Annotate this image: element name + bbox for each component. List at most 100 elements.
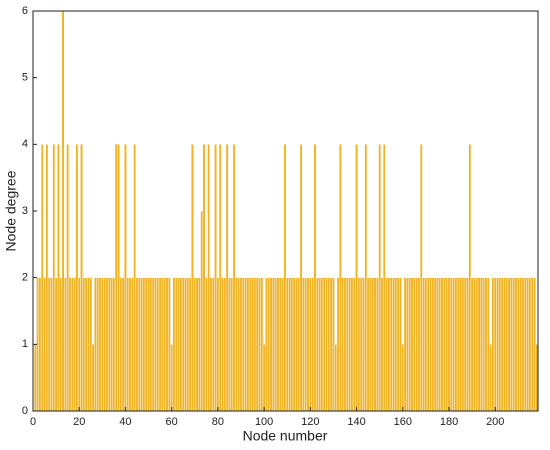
bar <box>429 277 432 412</box>
bar <box>382 144 386 412</box>
bar <box>235 277 238 412</box>
bar <box>161 277 164 412</box>
bar <box>168 277 171 412</box>
bar <box>512 277 516 412</box>
bar <box>477 277 481 412</box>
y-tick-label: 0 <box>22 405 28 417</box>
bar <box>533 277 536 412</box>
bar <box>186 277 190 412</box>
bar <box>209 277 213 412</box>
bar <box>70 277 74 412</box>
bar <box>325 277 328 412</box>
bar <box>350 277 354 412</box>
bar <box>117 144 120 412</box>
x-tick-label: 80 <box>212 416 224 428</box>
bar <box>438 277 442 412</box>
bar <box>147 277 150 412</box>
bar <box>419 144 423 412</box>
x-tick-label: 60 <box>166 416 178 428</box>
bar <box>77 277 81 412</box>
bar <box>341 277 345 412</box>
bar <box>516 277 520 412</box>
bar <box>401 344 405 412</box>
bar <box>154 277 157 412</box>
bar <box>299 144 303 412</box>
bar <box>119 277 123 412</box>
bar <box>510 277 513 412</box>
bar <box>211 277 215 412</box>
bar <box>292 277 296 412</box>
bar <box>454 277 458 412</box>
bar <box>436 277 439 412</box>
bar <box>308 277 312 412</box>
bar <box>503 277 506 412</box>
bar <box>498 277 502 412</box>
bar <box>489 344 492 412</box>
bar <box>200 210 204 412</box>
bar <box>66 144 70 412</box>
bar <box>267 277 271 412</box>
x-tick-label: 20 <box>73 416 85 428</box>
bar <box>445 277 449 412</box>
x-tick-label: 140 <box>347 416 365 428</box>
bar <box>140 277 143 412</box>
bar <box>468 144 472 412</box>
bar <box>45 144 49 412</box>
x-tick-label: 180 <box>440 416 458 428</box>
bar <box>422 277 425 412</box>
bar <box>181 277 185 412</box>
bar <box>239 277 243 412</box>
bar <box>327 277 331 412</box>
bar <box>80 144 83 412</box>
bar <box>302 277 305 412</box>
bar <box>449 277 453 412</box>
bar <box>493 277 497 412</box>
bar <box>198 277 201 412</box>
y-tick-label: 3 <box>22 205 28 217</box>
bar <box>285 277 289 412</box>
bar <box>43 277 46 412</box>
bar <box>232 144 236 412</box>
bar <box>251 277 254 412</box>
bar <box>204 277 208 412</box>
bar <box>177 277 180 412</box>
bar <box>216 277 220 412</box>
bar <box>179 277 183 412</box>
y-tick-label: 2 <box>22 272 28 284</box>
bar <box>385 277 388 412</box>
bar <box>223 277 227 412</box>
bar <box>59 277 63 412</box>
bar <box>380 277 384 412</box>
bar <box>128 277 132 412</box>
bar <box>33 344 37 412</box>
bar <box>246 277 250 412</box>
bar <box>84 277 88 412</box>
bar <box>137 277 141 412</box>
bar <box>133 144 137 412</box>
bar <box>221 277 224 412</box>
bar <box>151 277 155 412</box>
bar <box>135 277 139 412</box>
bar <box>121 277 125 412</box>
bar <box>295 277 298 412</box>
bar <box>230 277 234 412</box>
bar <box>496 277 499 412</box>
y-tick-label: 1 <box>22 338 28 350</box>
bar <box>480 277 483 412</box>
bar <box>491 277 495 412</box>
bar <box>473 277 476 412</box>
bar <box>253 277 257 412</box>
bar <box>394 277 398 412</box>
bar <box>306 277 310 412</box>
bar <box>297 277 301 412</box>
y-axis-title: Node degree <box>3 170 19 251</box>
bar <box>378 144 382 412</box>
bar <box>105 277 109 412</box>
bar <box>412 277 416 412</box>
bar <box>376 277 379 412</box>
bar <box>339 144 342 412</box>
bar <box>424 277 428 412</box>
bar <box>96 277 100 412</box>
bar <box>329 277 333 412</box>
bar <box>475 277 479 412</box>
